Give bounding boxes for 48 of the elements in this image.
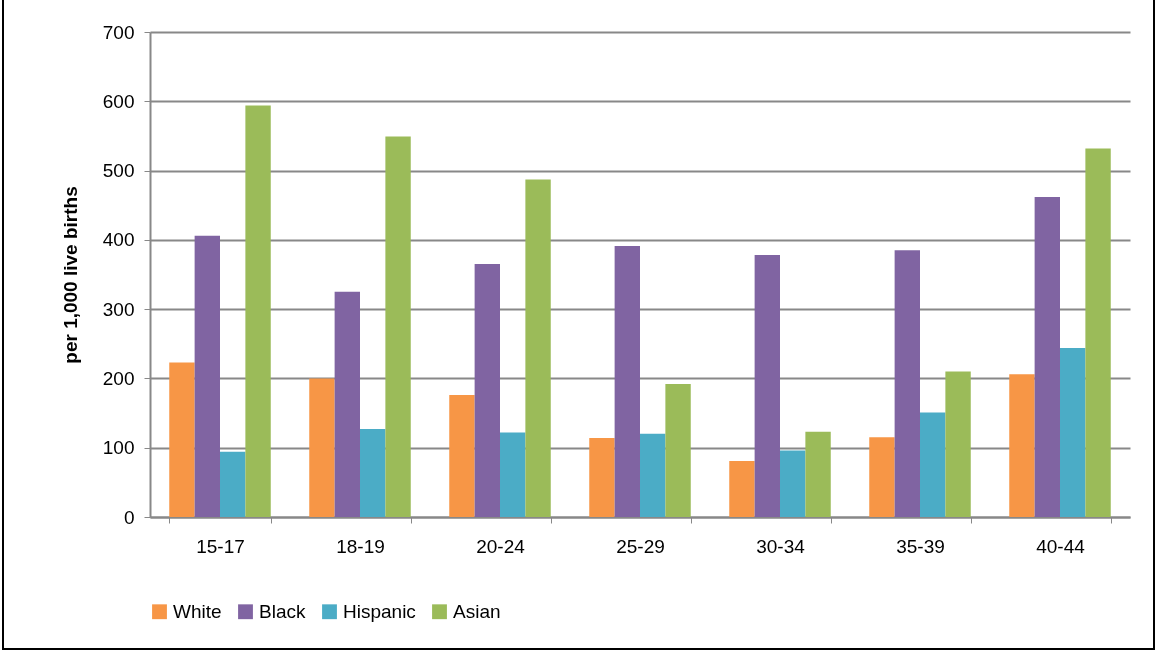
y-tick-label: 300	[102, 298, 135, 320]
bar	[525, 179, 551, 517]
bar	[780, 450, 806, 517]
y-axis-title: per 1,000 live births	[59, 186, 81, 364]
bar	[640, 433, 666, 517]
bar	[220, 451, 246, 517]
bar	[309, 378, 335, 517]
x-tick-label: 35-39	[896, 535, 945, 557]
y-tick-label: 700	[102, 21, 135, 43]
bar	[500, 432, 526, 517]
x-tick-label: 25-29	[616, 535, 665, 557]
legend-label: White	[173, 600, 222, 622]
bar	[945, 371, 971, 517]
bar	[245, 105, 271, 517]
legend-label: Hispanic	[343, 600, 416, 622]
bar	[474, 264, 500, 517]
y-tick-label: 600	[102, 90, 135, 112]
legend-label: Asian	[453, 600, 501, 622]
bar	[194, 235, 220, 517]
bar	[1034, 196, 1060, 517]
y-tick-label: 400	[102, 229, 135, 251]
x-tick-label: 40-44	[1036, 535, 1086, 557]
x-tick-label: 30-34	[756, 535, 806, 557]
bar	[334, 291, 360, 517]
bar	[1085, 148, 1111, 517]
bar	[805, 431, 831, 517]
bar	[589, 438, 615, 517]
bar	[449, 395, 475, 517]
x-tick-label: 20-24	[476, 535, 526, 557]
y-tick-label: 200	[102, 367, 135, 389]
bar	[169, 362, 195, 517]
bar	[920, 412, 946, 517]
bar	[754, 255, 780, 517]
bar	[1060, 347, 1086, 517]
bar	[894, 250, 920, 517]
bar	[385, 136, 411, 517]
legend-label: Black	[259, 600, 306, 622]
bar	[869, 437, 895, 517]
x-tick-label: 18-19	[336, 535, 385, 557]
bar	[1009, 374, 1035, 517]
bar	[360, 429, 386, 517]
x-tick-label: 15-17	[196, 535, 245, 557]
y-tick-label: 500	[102, 160, 135, 182]
bar	[729, 460, 755, 517]
y-tick-label: 100	[102, 437, 135, 459]
bar	[614, 246, 640, 517]
y-tick-label: 0	[123, 506, 135, 528]
bar	[665, 383, 691, 517]
